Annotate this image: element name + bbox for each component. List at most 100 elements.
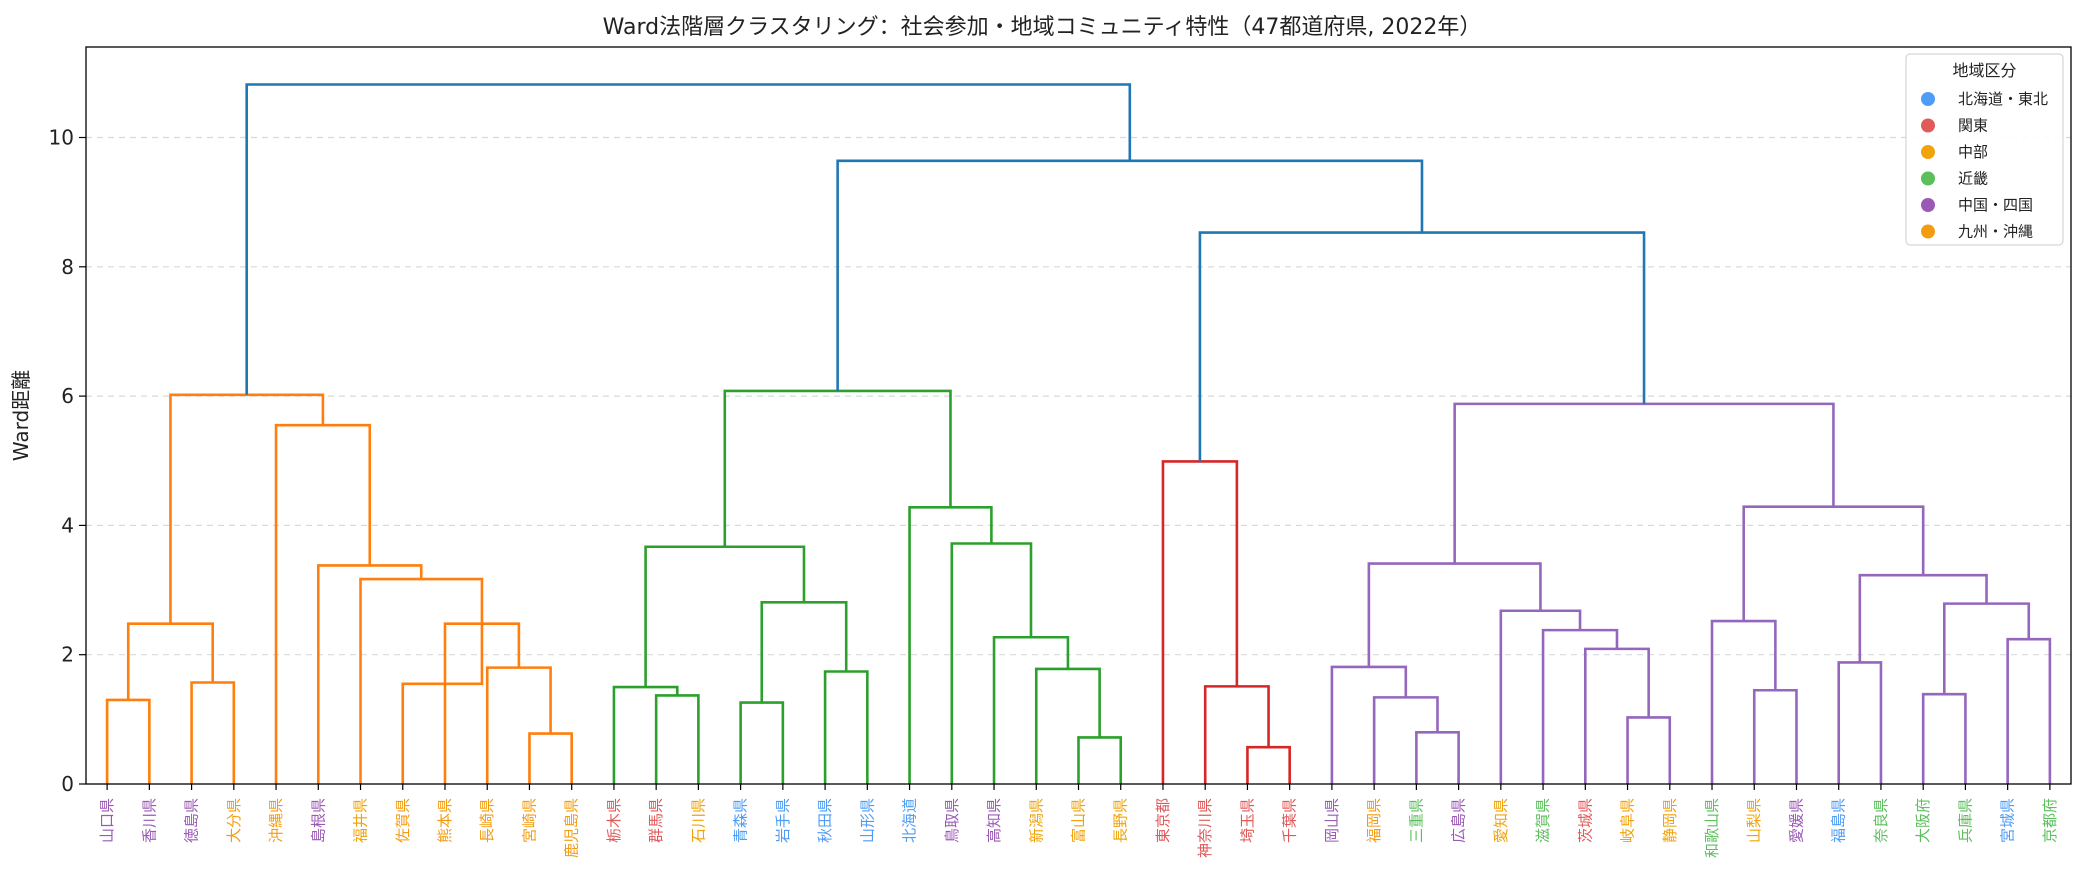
gridlines bbox=[86, 136, 2071, 656]
leaf-label: 秋田県 bbox=[816, 798, 834, 843]
dendrogram-link bbox=[1541, 628, 1619, 784]
dendrogram-link bbox=[739, 701, 785, 784]
leaf-label: 長崎県 bbox=[478, 798, 496, 843]
dendrogram-link bbox=[1752, 688, 1798, 784]
dendrogram-link bbox=[1710, 619, 1777, 784]
leaf-label: 島根県 bbox=[309, 798, 327, 843]
leaf-label: 鹿児島県 bbox=[563, 798, 581, 858]
leaf-label: 福井県 bbox=[352, 798, 370, 843]
legend-marker bbox=[1921, 198, 1935, 212]
leaf-label: 愛媛県 bbox=[1787, 798, 1805, 843]
leaf-label: 山梨県 bbox=[1745, 798, 1763, 843]
dendrogram-link bbox=[1837, 661, 1883, 784]
plot-frame bbox=[85, 46, 2072, 785]
dendrogram-link bbox=[1161, 460, 1239, 784]
leaf-label: 大阪府 bbox=[1914, 798, 1932, 843]
leaf-label: 富山県 bbox=[1070, 798, 1088, 843]
dendrogram-link bbox=[1372, 696, 1439, 784]
leaf-label: 京都府 bbox=[2041, 798, 2059, 843]
legend-label: 近畿 bbox=[1958, 170, 1988, 188]
legend-label: 中部 bbox=[1958, 143, 1988, 161]
legend-label: 北海道・東北 bbox=[1958, 90, 2048, 108]
leaf-label: 鳥取県 bbox=[943, 798, 961, 843]
leaf-label: 福岡県 bbox=[1365, 798, 1383, 843]
leaf-label: 宮崎県 bbox=[520, 798, 538, 843]
leaf-label: 奈良県 bbox=[1872, 798, 1890, 843]
legend-marker bbox=[1921, 145, 1935, 159]
leaf-label: 山形県 bbox=[858, 798, 876, 843]
legend-marker bbox=[1921, 171, 1935, 186]
y-tick-label: 4 bbox=[61, 513, 74, 537]
leaf-label: 香川県 bbox=[140, 798, 158, 843]
legend-marker bbox=[1921, 224, 1935, 239]
y-axis-ticks: 0 2 4 6 8 10 bbox=[49, 126, 86, 796]
dendrogram-link bbox=[359, 577, 484, 784]
leaf-label: 滋賀県 bbox=[1534, 798, 1552, 843]
leaf-label: 石川県 bbox=[689, 798, 707, 843]
dendrogram-link bbox=[908, 506, 993, 784]
leaf-label: 岩手県 bbox=[774, 798, 792, 843]
leaf-label: 和歌山県 bbox=[1703, 798, 1721, 858]
y-axis-label: Ward距離 bbox=[9, 370, 33, 461]
dendrogram-link bbox=[2006, 637, 2052, 784]
leaf-label: 北海道 bbox=[901, 798, 919, 843]
leaf-label: 長野県 bbox=[1112, 798, 1130, 843]
dendrogram-link bbox=[723, 389, 952, 547]
dendrogram-link bbox=[245, 83, 1132, 395]
leaf-label: 静岡県 bbox=[1661, 798, 1679, 843]
leaf-label: 山口県 bbox=[98, 798, 116, 843]
dendrogram-link bbox=[528, 732, 573, 784]
dendrogram-link bbox=[992, 635, 1070, 784]
dendrogram-link bbox=[1034, 667, 1101, 784]
leaf-label: 広島県 bbox=[1450, 798, 1468, 843]
dendrogram-link bbox=[1367, 562, 1542, 667]
leaf-label: 群馬県 bbox=[647, 798, 665, 843]
dendrogram-link bbox=[1077, 736, 1123, 784]
dendrogram-link bbox=[485, 666, 552, 784]
leaf-label: 宮城県 bbox=[1999, 798, 2017, 843]
leaf-label: 新潟県 bbox=[1027, 798, 1045, 843]
y-tick-label: 2 bbox=[61, 643, 74, 667]
dendrogram-link bbox=[654, 694, 700, 784]
dendrogram-link bbox=[1203, 685, 1270, 784]
leaf-label: 岐阜県 bbox=[1619, 798, 1637, 843]
dendrogram-link bbox=[950, 542, 1033, 784]
dendrogram-link bbox=[1246, 745, 1291, 784]
dendrogram-link bbox=[1626, 716, 1672, 784]
leaf-label: 高知県 bbox=[985, 798, 1003, 843]
dendrogram-link bbox=[1415, 730, 1460, 784]
dendrogram-link bbox=[836, 159, 1424, 391]
legend-marker bbox=[1921, 118, 1935, 133]
y-tick-label: 8 bbox=[61, 255, 74, 279]
dendrogram-link bbox=[1943, 602, 2031, 695]
leaf-label: 青森県 bbox=[732, 798, 750, 843]
dendrogram-link bbox=[401, 623, 484, 784]
leaf-label: 福島県 bbox=[1830, 798, 1848, 843]
leaf-label: 大分県 bbox=[225, 798, 243, 843]
dendrogram-link bbox=[1453, 402, 1835, 564]
dendrogram-link bbox=[1198, 231, 1646, 462]
legend-label: 関東 bbox=[1958, 117, 1988, 135]
leaf-label: 徳島県 bbox=[183, 798, 201, 843]
leaf-label: 岡山県 bbox=[1323, 798, 1341, 843]
dendrogram-link bbox=[1921, 692, 1967, 784]
legend-title: 地域区分 bbox=[1952, 61, 2016, 80]
legend-marker bbox=[1921, 92, 1935, 106]
y-tick-label: 6 bbox=[61, 384, 74, 408]
leaf-label: 佐賀県 bbox=[394, 798, 412, 843]
leaf-labels: 山口県 香川県 徳島県 大分県 沖縄県 島根県 福井県 佐賀県 熊本県 長崎県 宮崎県 鹿児島県 栃木県… bbox=[98, 784, 2059, 858]
dendrogram-link bbox=[1858, 573, 1988, 663]
dendrogram-link bbox=[274, 423, 372, 784]
leaf-label: 熊本県 bbox=[436, 798, 454, 843]
y-tick-label: 10 bbox=[49, 126, 74, 150]
dendrogram-link bbox=[126, 622, 215, 700]
leaf-label: 兵庫県 bbox=[1956, 798, 1974, 843]
leaf-label: 神奈川県 bbox=[1196, 798, 1214, 858]
leaf-label: 栃木県 bbox=[605, 798, 623, 843]
leaf-label: 三重県 bbox=[1407, 798, 1425, 843]
dendrogram-link bbox=[612, 685, 679, 784]
dendrogram-link bbox=[823, 670, 869, 784]
leaf-label: 沖縄県 bbox=[267, 798, 285, 843]
